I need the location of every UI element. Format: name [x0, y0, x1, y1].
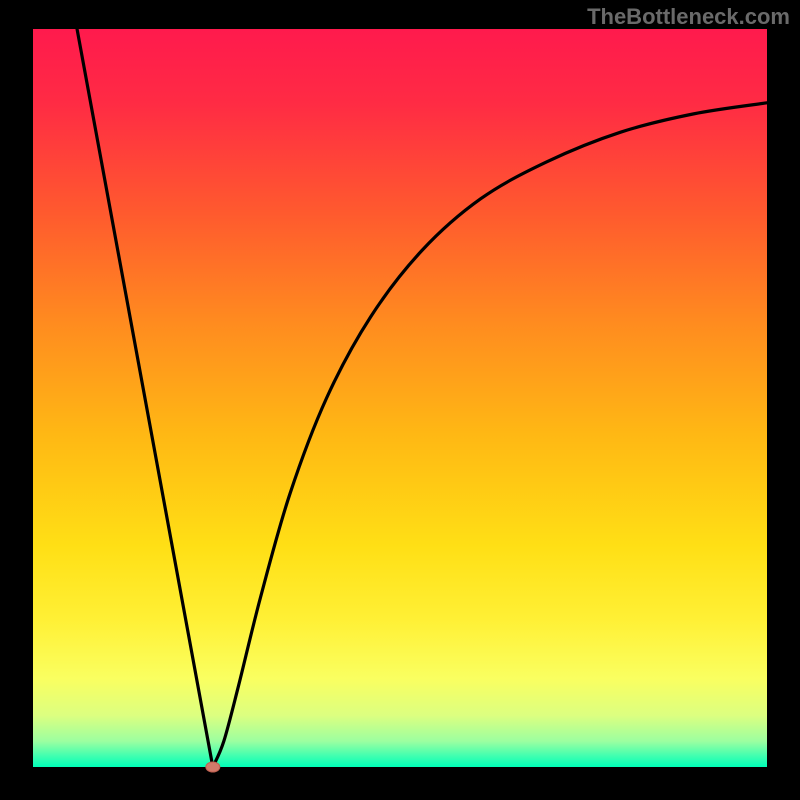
plot-background	[33, 29, 767, 767]
bottleneck-chart	[0, 0, 800, 800]
minimum-marker	[206, 762, 220, 772]
watermark-text: TheBottleneck.com	[587, 4, 790, 30]
